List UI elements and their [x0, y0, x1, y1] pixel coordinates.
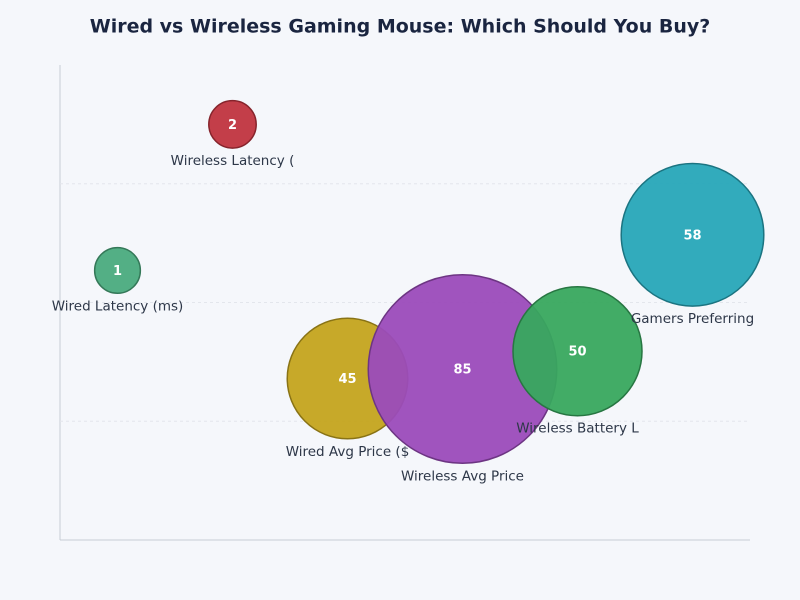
point-label: Wired Avg Price ($: [286, 444, 410, 460]
value-label: 50: [568, 345, 586, 360]
point-label: Gamers Preferring: [631, 311, 754, 327]
bubble: [620, 162, 765, 307]
point-label: Wireless Battery L: [516, 421, 639, 437]
point-label: Wired Latency (ms): [52, 298, 184, 314]
value-label: 1: [113, 264, 122, 279]
bubble: [512, 285, 643, 417]
value-label: 58: [683, 228, 701, 243]
bubble: [93, 246, 142, 295]
point-label: Wireless Latency (: [171, 153, 295, 169]
value-label: 2: [228, 118, 237, 133]
point-label: Wireless Avg Price: [401, 468, 524, 484]
value-label: 45: [338, 372, 356, 387]
value-label: 85: [453, 363, 471, 378]
bubble: [208, 99, 257, 149]
chart-title: Wired vs Wireless Gaming Mouse: Which Sh…: [90, 16, 711, 38]
